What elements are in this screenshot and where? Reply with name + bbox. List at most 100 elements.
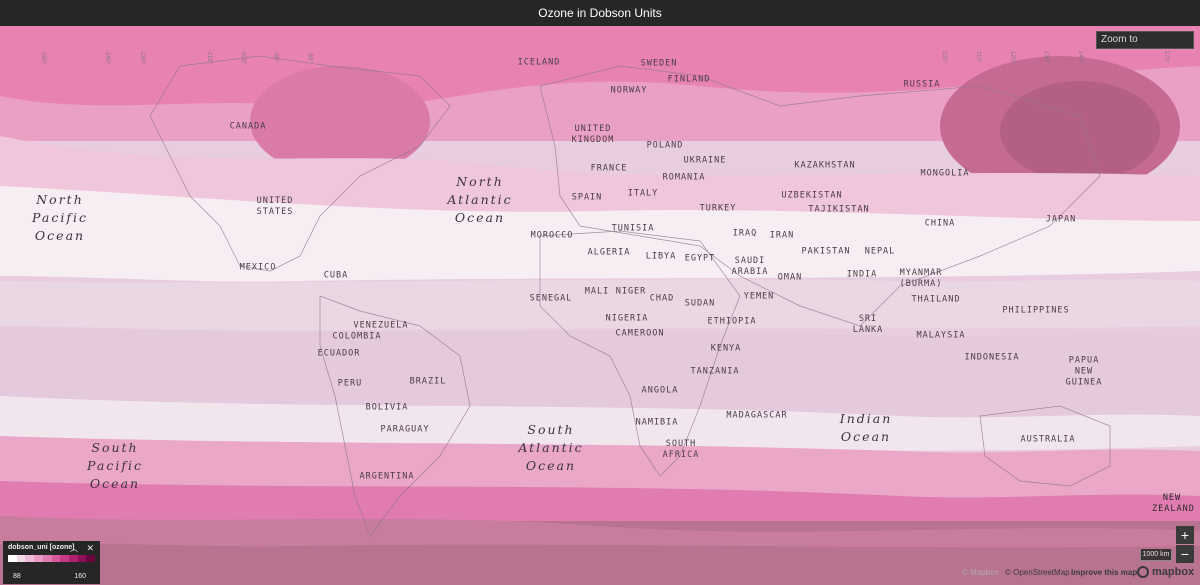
graticule-label: 140° xyxy=(1077,50,1084,64)
country-label: ECUADOR xyxy=(317,348,361,359)
country-label: SWEDEN xyxy=(640,58,678,69)
country-label: OMAN xyxy=(777,272,803,283)
graticule-label: -80° xyxy=(306,51,313,63)
country-label: NAMIBIA xyxy=(635,417,679,428)
ocean-label: South Atlantic Ocean xyxy=(518,422,584,473)
legend-min: 88 xyxy=(13,573,21,580)
graticule-label: -110° xyxy=(205,50,212,64)
graticule-label: 100° xyxy=(941,50,948,64)
country-label: TUNISIA xyxy=(611,223,655,234)
legend-swatch xyxy=(34,555,43,562)
country-label: ITALY xyxy=(627,188,659,199)
ocean-label: North Pacific Ocean xyxy=(32,192,88,243)
legend-panel: dobson_uni [ozone] ︿ ✕ 88 160 xyxy=(3,541,100,584)
ocean-label: South Pacific Ocean xyxy=(87,440,143,491)
country-label: EGYPT xyxy=(684,253,716,264)
country-label: MALI xyxy=(584,286,610,297)
legend-swatch xyxy=(60,555,69,562)
graticule-label: -130° xyxy=(139,49,146,65)
graticule-label: -150° xyxy=(40,49,47,65)
graticule-label: -90° xyxy=(272,51,279,63)
country-label: NIGER xyxy=(615,286,647,297)
country-label: NEPAL xyxy=(864,246,896,257)
country-label: PHILIPPINES xyxy=(1002,305,1070,316)
osm-attribution[interactable]: © OpenStreetMap xyxy=(1005,568,1070,577)
country-label: MADAGASCAR xyxy=(726,410,788,421)
legend-swatch xyxy=(42,555,52,562)
legend-title: dobson_uni [ozone] xyxy=(8,544,75,551)
country-label: ICELAND xyxy=(517,57,561,68)
country-label: CHAD xyxy=(649,293,675,304)
graticule-label: -140° xyxy=(104,49,111,65)
country-label: NIGERIA xyxy=(605,313,649,324)
page-title: Ozone in Dobson Units xyxy=(538,6,662,20)
country-label: TURKEY xyxy=(699,203,737,214)
country-label: PAKISTAN xyxy=(801,246,851,257)
country-label: FINLAND xyxy=(667,74,711,85)
country-label: SENEGAL xyxy=(529,293,573,304)
legend-swatch xyxy=(77,555,87,562)
legend-swatch xyxy=(8,555,17,562)
map-canvas[interactable]: -150° -140° -130° -110° -100° -90° -80° … xyxy=(0,26,1200,585)
scale-bar: 1000 km xyxy=(1140,549,1172,561)
legend-color-ramp xyxy=(8,555,96,562)
country-label: KAZAKHSTAN xyxy=(794,160,856,171)
country-label: IRAN xyxy=(769,230,795,241)
country-label: BOLIVIA xyxy=(365,402,409,413)
country-label: ETHIOPIA xyxy=(707,316,757,327)
country-label: ARGENTINA xyxy=(359,471,415,482)
country-label: SUDAN xyxy=(684,298,716,309)
country-label: BRAZIL xyxy=(409,376,447,387)
graticule-label: -100° xyxy=(240,49,247,65)
country-label: JAPAN xyxy=(1045,214,1077,225)
country-label: NORWAY xyxy=(610,85,648,96)
zoom-in-button[interactable]: + xyxy=(1176,526,1194,544)
country-label: VENEZUELA xyxy=(353,320,409,331)
country-label: SRI LANKA xyxy=(852,314,884,335)
country-label: RUSSIA xyxy=(903,79,941,90)
legend-swatch xyxy=(68,555,78,562)
legend-swatch xyxy=(16,555,26,562)
country-label: ANGOLA xyxy=(641,385,679,396)
legend-max: 160 xyxy=(74,573,86,580)
country-label: AUSTRALIA xyxy=(1020,434,1076,445)
country-label: KENYA xyxy=(710,343,742,354)
country-label: TANZANIA xyxy=(690,366,740,377)
country-label: CANADA xyxy=(229,121,267,132)
country-label: ALGERIA xyxy=(587,247,631,258)
legend-swatch xyxy=(86,555,96,562)
graticule-label: 120° xyxy=(1009,50,1016,64)
mapbox-logo[interactable]: mapbox xyxy=(1137,566,1194,578)
country-label: PARAGUAY xyxy=(380,424,430,435)
country-label: LIBYA xyxy=(645,251,677,262)
country-label: POLAND xyxy=(646,140,684,151)
country-label: UKRAINE xyxy=(683,155,727,166)
country-label: THAILAND xyxy=(911,294,961,305)
country-label: PAPUA NEW GUINEA xyxy=(1065,355,1103,388)
mapbox-icon xyxy=(1137,566,1149,578)
country-label: FRANCE xyxy=(590,163,628,174)
country-label: UNITED KINGDOM xyxy=(571,124,615,145)
close-icon[interactable]: ✕ xyxy=(86,543,94,553)
header-bar: Ozone in Dobson Units xyxy=(0,0,1200,26)
country-label: CHINA xyxy=(924,218,956,229)
country-label: CUBA xyxy=(323,270,349,281)
country-label: INDONESIA xyxy=(964,352,1020,363)
improve-map-link[interactable]: Improve this map xyxy=(1071,568,1138,577)
country-label: SOUTH AFRICA xyxy=(662,439,700,460)
country-label: YEMEN xyxy=(743,291,775,302)
country-label: PERU xyxy=(337,378,363,389)
graticule-label: 170° xyxy=(1163,50,1170,64)
graticule-label: 130° xyxy=(1043,50,1050,64)
zoom-out-button[interactable]: − xyxy=(1176,545,1194,563)
country-label: UNITED STATES xyxy=(256,196,294,217)
zoom-to-input[interactable]: Zoom to xyxy=(1096,31,1194,49)
country-label: CAMEROON xyxy=(615,328,665,339)
country-label: TAJIKISTAN xyxy=(808,204,870,215)
mapbox-attribution[interactable]: © Mapbox xyxy=(962,568,999,577)
country-label: UZBEKISTAN xyxy=(781,190,843,201)
chevron-up-icon[interactable]: ︿ xyxy=(70,544,78,553)
ocean-label: Indian Ocean xyxy=(839,411,893,444)
country-label: ROMANIA xyxy=(662,172,706,183)
country-label: MEXICO xyxy=(239,262,277,273)
